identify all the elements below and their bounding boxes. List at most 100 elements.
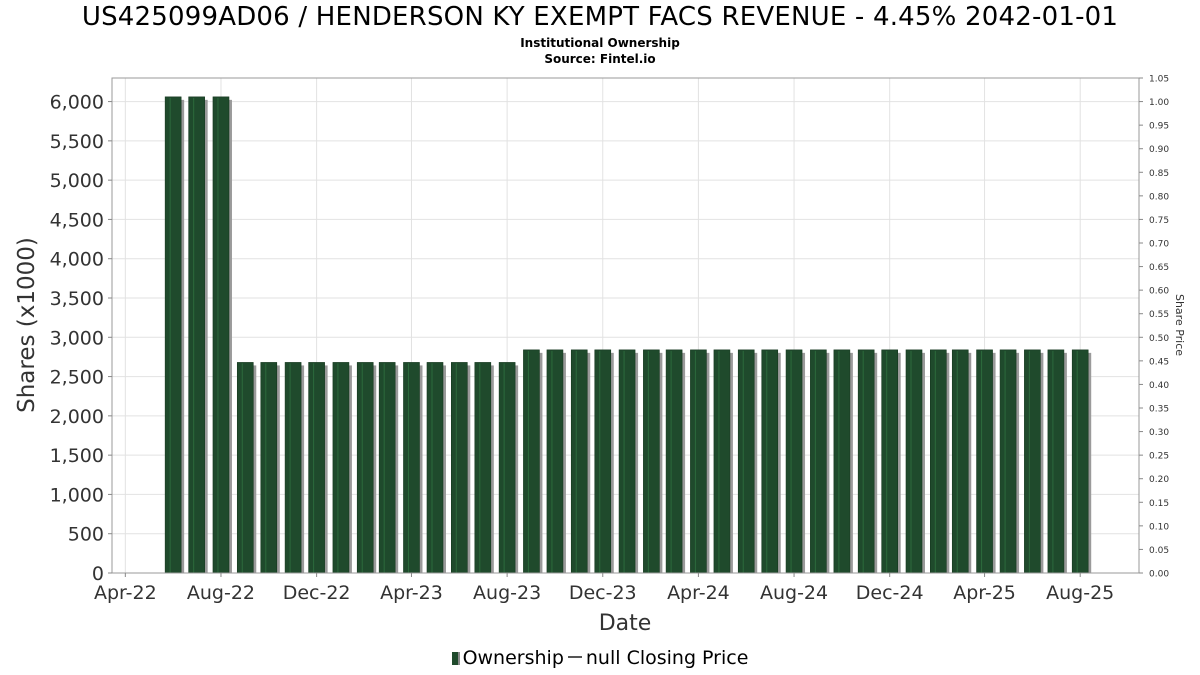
y-tick-label: 3,500 [50, 288, 104, 310]
chart-title: US425099AD06 / HENDERSON KY EXEMPT FACS … [81, 2, 1119, 32]
ownership-bar [976, 349, 993, 574]
y2-tick-label: 0.95 [1149, 122, 1169, 132]
y2-axis-label: Share Price [1173, 294, 1186, 356]
y2-tick-label: 0.45 [1149, 357, 1169, 367]
legend: Ownership null Closing Price [0, 647, 1200, 669]
legend-price-label: null Closing Price [585, 647, 749, 669]
y2-tick-label: 1.00 [1149, 98, 1169, 108]
subtitle-line-2: Source: Fintel.io [544, 52, 656, 66]
x-tick-label: Dec-23 [569, 582, 637, 604]
ownership-bar [356, 362, 374, 574]
x-axis-label: Date [599, 611, 652, 636]
y2-tick-label: 0.50 [1149, 334, 1169, 344]
ownership-bar [498, 362, 516, 574]
ownership-bar [951, 349, 969, 574]
y2-tick-label: 0.65 [1149, 263, 1169, 273]
y-tick-label: 0 [92, 563, 104, 585]
y-tick-label: 1,500 [50, 445, 104, 467]
ownership-bar [188, 96, 205, 574]
y-tick-label: 5,500 [50, 131, 104, 153]
y-tick-label: 2,500 [50, 367, 104, 389]
y2-tick-label: 0.10 [1149, 522, 1169, 532]
ownership-bar [810, 349, 827, 574]
x-tick-label: Dec-24 [856, 582, 924, 604]
ownership-bar [332, 362, 350, 574]
ownership-bar [212, 96, 230, 574]
x-axis: Apr-22 Aug-22 Dec-22 Apr-23 Aug-23 Dec-23 Apr-… [94, 573, 1114, 604]
ownership-bar [999, 349, 1017, 574]
ownership-bar [690, 349, 707, 574]
y2-tick-label: 0.00 [1149, 570, 1169, 580]
y2-tick-label: 0.80 [1149, 192, 1169, 202]
subtitle-line-1: Institutional Ownership [520, 36, 680, 50]
y2-tick-label: 0.35 [1149, 405, 1169, 415]
y2-tick-label: 0.90 [1149, 145, 1169, 155]
y2-tick-label: 0.40 [1149, 381, 1169, 391]
ownership-bar [474, 362, 492, 574]
y-tick-label: 4,000 [50, 249, 104, 271]
ownership-bar [761, 349, 779, 574]
y-tick-label: 2,000 [50, 406, 104, 428]
ownership-bar [426, 362, 444, 574]
ownership-bar [450, 362, 468, 574]
ownership-bar [236, 362, 254, 574]
y-tick-label: 5,000 [50, 170, 104, 192]
y2-tick-label: 0.55 [1149, 310, 1169, 320]
ownership-bar [905, 349, 923, 574]
ownership-bar [833, 349, 851, 574]
legend-price-swatch [567, 656, 582, 658]
y2-tick-label: 0.25 [1149, 452, 1169, 462]
ownership-bar [665, 349, 683, 574]
ownership-bar [618, 349, 636, 574]
ownership-bar [546, 349, 564, 574]
x-tick-label: Apr-22 [94, 582, 157, 604]
ownership-bar [378, 362, 396, 574]
y-tick-label: 3,000 [50, 327, 104, 349]
ownership-bar [1071, 349, 1089, 574]
ownership-bar [308, 362, 325, 574]
y2-tick-label: 0.15 [1149, 499, 1169, 509]
x-tick-label: Aug-22 [187, 582, 255, 604]
y2-tick-label: 0.70 [1149, 240, 1169, 250]
ownership-bar [857, 349, 875, 574]
y2-tick-label: 0.85 [1149, 169, 1169, 179]
y-tick-label: 4,500 [50, 209, 104, 231]
ownership-bar [737, 349, 755, 574]
y-tick-label: 6,000 [50, 92, 104, 114]
ownership-bar [930, 349, 947, 574]
x-tick-label: Apr-23 [380, 582, 443, 604]
x-tick-label: Aug-24 [760, 582, 828, 604]
y2-tick-label: 0.20 [1149, 475, 1169, 485]
ownership-bars [164, 96, 1092, 574]
ownership-bar [523, 349, 540, 574]
ownership-bar [570, 349, 588, 574]
x-tick-label: Dec-22 [283, 582, 351, 604]
y2-tick-label: 0.30 [1149, 428, 1169, 438]
legend-ownership-label: Ownership [462, 647, 564, 669]
y2-tick-label: 0.60 [1149, 287, 1169, 297]
y2-tick-label: 1.05 [1149, 75, 1169, 85]
y2-axis: 0.00 0.05 0.10 0.15 0.20 0.25 0.30 0.35 0.40 0.45… [1139, 75, 1169, 580]
x-tick-label: Apr-25 [953, 582, 1016, 604]
ownership-bar [713, 349, 731, 574]
ownership-bar [1024, 349, 1041, 574]
y-tick-label: 500 [68, 524, 104, 546]
ownership-bar [881, 349, 898, 574]
ownership-bar [164, 96, 182, 574]
x-tick-label: Aug-23 [473, 582, 541, 604]
ownership-bar [643, 349, 660, 574]
ownership-bar [594, 349, 612, 574]
ownership-bar [260, 362, 278, 574]
ownership-bar [785, 349, 803, 574]
y-axis-label: Shares (x1000) [14, 237, 40, 413]
ownership-bar [403, 362, 420, 574]
plot-area [111, 77, 1140, 574]
x-tick-label: Apr-24 [667, 582, 730, 604]
ownership-bar [1047, 349, 1065, 574]
x-tick-label: Aug-25 [1046, 582, 1114, 604]
ownership-bar [284, 362, 302, 574]
y2-tick-label: 0.05 [1149, 546, 1169, 556]
y-axis: 0 500 1,000 1,500 2,000 2,500 3,000 3,500 4,000 4… [50, 92, 112, 585]
y2-tick-label: 0.75 [1149, 216, 1169, 226]
